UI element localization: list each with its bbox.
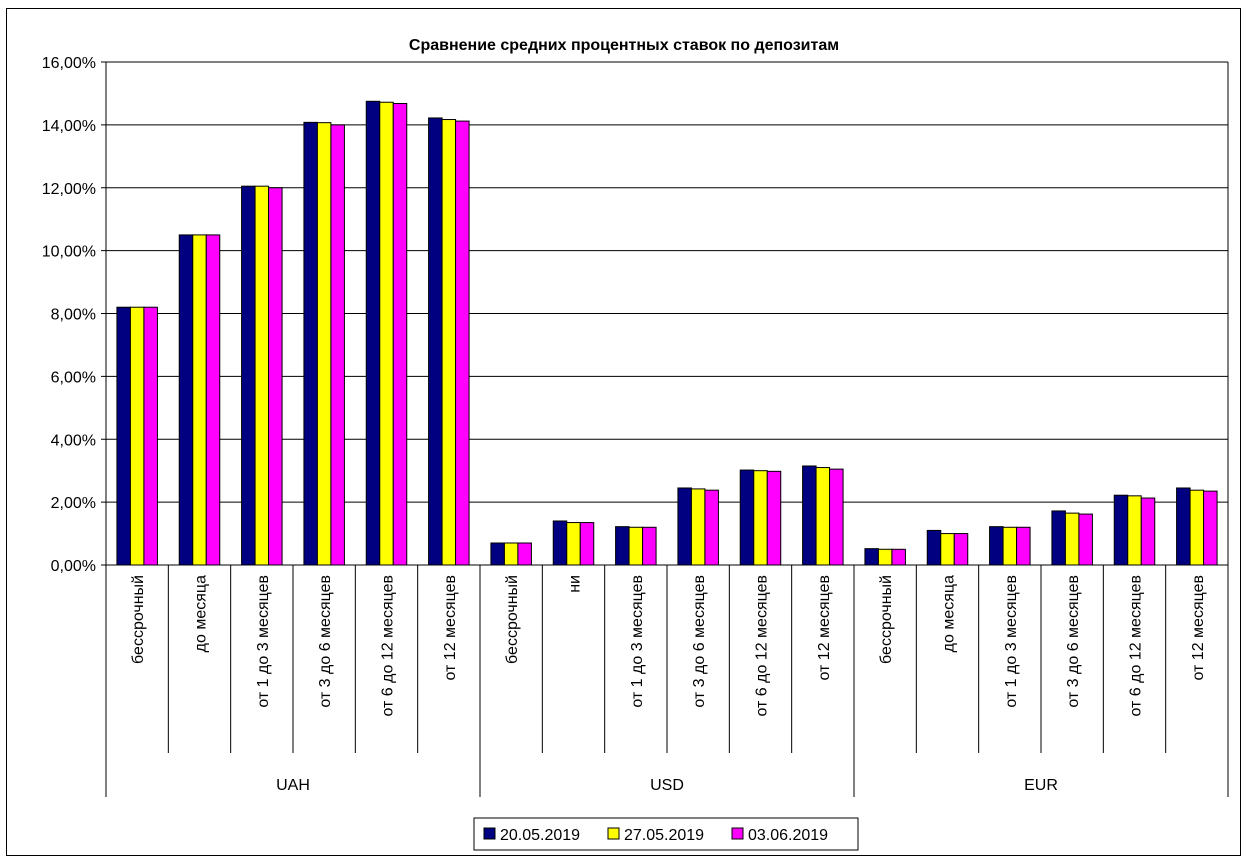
x-tick-label: от 3 до 6 месяцев <box>691 575 708 708</box>
bar <box>1203 490 1218 566</box>
y-tick-label: 6,00% <box>51 369 96 386</box>
bar <box>490 542 505 566</box>
bar <box>953 533 969 566</box>
bar <box>802 465 817 566</box>
x-axis-labels: бессрочный до месяца от 1 до 3 месяцев от 3… <box>130 575 1207 794</box>
bar <box>1189 489 1205 566</box>
bar <box>704 489 719 566</box>
x-tick-label: от 1 до 3 месяцев <box>255 575 272 708</box>
bar <box>989 526 1004 566</box>
bar <box>615 526 630 566</box>
bar <box>330 124 345 566</box>
bar <box>241 185 256 566</box>
bar <box>628 526 644 566</box>
bar <box>455 120 470 566</box>
bar <box>503 542 519 566</box>
y-axis-labels: 0,00% 2,00% 4,00% 6,00% 8,00% 10,00% 12,00% 14,… <box>42 55 96 575</box>
bar <box>303 121 318 566</box>
x-tick-label: от 6 до 12 месяцев <box>1128 575 1145 717</box>
x-tick-label: от 3 до 6 месяцев <box>1065 575 1082 708</box>
bar <box>864 548 879 566</box>
x-tick-label: бессрочный <box>504 575 521 664</box>
bar <box>316 122 332 566</box>
bar <box>192 234 207 566</box>
bar <box>690 488 706 566</box>
bar <box>1127 495 1142 566</box>
bar <box>940 533 955 566</box>
legend-box <box>473 817 859 851</box>
bar <box>116 306 131 566</box>
bar <box>1176 487 1191 566</box>
legend-swatch <box>483 827 496 840</box>
y-tick-label: 2,00% <box>51 495 96 512</box>
x-tick-label: бессрочный <box>878 575 895 664</box>
bar <box>753 470 768 566</box>
group-label: UAH <box>276 777 310 794</box>
legend-swatch <box>731 827 744 840</box>
bar <box>1051 510 1066 566</box>
x-tick-label: ни <box>567 575 584 593</box>
x-tick-label: до месяца <box>941 575 958 652</box>
bar <box>365 100 381 566</box>
legend: 20.05.2019 27.05.2019 03.06.2019 <box>473 817 859 851</box>
bar <box>642 526 657 566</box>
bar <box>552 520 568 566</box>
bar <box>517 542 532 566</box>
axes <box>101 61 1229 797</box>
bar <box>143 306 158 566</box>
x-tick-label: от 1 до 3 месяцев <box>629 575 646 708</box>
bar <box>766 470 782 566</box>
legend-label: 20.05.2019 <box>500 827 580 844</box>
bar <box>739 469 755 566</box>
x-tick-label: от 12 месяцев <box>816 575 833 681</box>
group-label: EUR <box>1024 777 1058 794</box>
bar <box>877 548 893 566</box>
bar <box>926 529 942 566</box>
bar <box>815 467 831 566</box>
x-tick-label: бессрочный <box>130 575 147 664</box>
legend-label: 27.05.2019 <box>624 827 704 844</box>
bar <box>579 522 595 566</box>
bar <box>129 306 145 566</box>
bar <box>428 117 443 566</box>
bar <box>829 468 844 566</box>
bar <box>205 234 221 566</box>
legend-label: 03.06.2019 <box>748 827 828 844</box>
bar <box>1078 513 1093 566</box>
x-tick-label: от 3 до 6 месяцев <box>317 575 334 708</box>
bar <box>891 548 906 566</box>
bar <box>677 487 692 566</box>
chart-title: Сравнение средних процентных ставок по д… <box>409 37 839 54</box>
gridlines <box>106 61 1228 503</box>
bar <box>1113 494 1129 566</box>
y-tick-label: 10,00% <box>42 244 96 261</box>
x-tick-label: до месяца <box>193 575 210 652</box>
bar <box>566 522 581 566</box>
bar <box>392 102 408 566</box>
x-tick-label: от 6 до 12 месяцев <box>754 575 771 717</box>
y-tick-label: 12,00% <box>42 181 96 198</box>
bar <box>268 187 283 566</box>
bar <box>379 101 394 566</box>
group-label: USD <box>650 777 684 794</box>
y-tick-label: 8,00% <box>51 307 96 324</box>
bar <box>1140 497 1156 566</box>
x-tick-label: от 12 месяцев <box>1190 575 1207 681</box>
bar <box>441 119 457 566</box>
y-tick-label: 16,00% <box>42 55 96 72</box>
bar <box>178 234 194 566</box>
bar <box>1002 526 1018 566</box>
bar <box>254 185 270 566</box>
x-tick-label: от 6 до 12 месяцев <box>380 575 397 717</box>
x-tick-label: от 12 месяцев <box>442 575 459 681</box>
y-tick-label: 14,00% <box>42 118 96 135</box>
bars <box>116 100 1218 566</box>
x-tick-label: от 1 до 3 месяцев <box>1003 575 1020 708</box>
bar <box>1016 526 1031 566</box>
y-tick-label: 4,00% <box>51 432 96 449</box>
legend-swatch <box>607 827 620 840</box>
bar <box>1064 512 1080 566</box>
y-tick-label: 0,00% <box>51 558 96 575</box>
